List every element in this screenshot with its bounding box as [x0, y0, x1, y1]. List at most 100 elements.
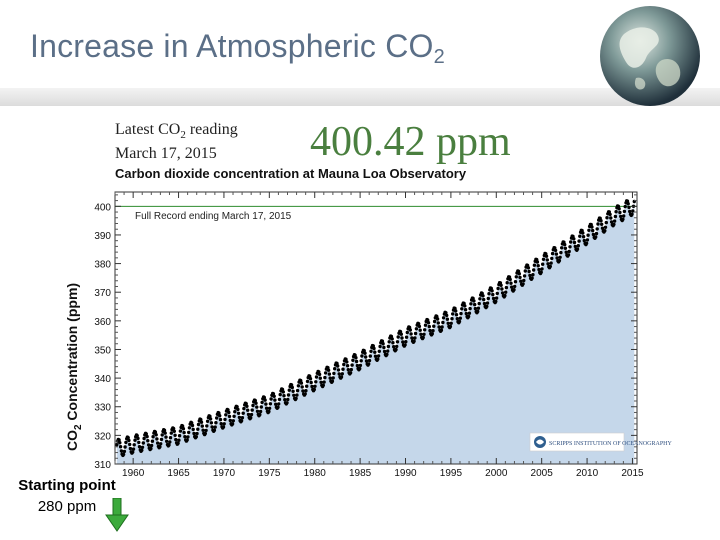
x-tick-label: 1975 — [258, 468, 281, 479]
data-point — [283, 398, 287, 402]
data-point — [269, 397, 273, 401]
data-point — [231, 419, 235, 423]
data-point — [223, 417, 227, 422]
data-point — [599, 219, 603, 223]
data-point — [396, 335, 400, 339]
data-point — [373, 354, 378, 358]
data-point — [623, 204, 627, 209]
data-point — [227, 414, 232, 419]
data-point — [273, 398, 277, 402]
data-point — [278, 392, 282, 397]
data-point — [224, 413, 228, 417]
data-point — [314, 380, 318, 384]
data-point — [218, 417, 223, 422]
data-point — [331, 376, 335, 380]
data-point — [155, 437, 159, 441]
data-point — [299, 381, 304, 385]
data-point — [205, 424, 209, 428]
data-point — [494, 299, 498, 304]
data-point — [195, 431, 199, 436]
data-point — [446, 321, 450, 325]
data-point — [277, 402, 281, 406]
data-point — [249, 412, 254, 417]
data-point — [281, 390, 285, 394]
data-point — [594, 235, 598, 239]
data-point — [165, 439, 169, 443]
data-point — [449, 321, 453, 325]
data-point — [355, 363, 360, 368]
data-point — [341, 367, 345, 371]
y-tick-label: 360 — [94, 317, 111, 328]
data-point — [359, 359, 363, 363]
data-point — [322, 380, 326, 384]
data-point — [249, 416, 253, 420]
data-point — [310, 384, 314, 389]
data-point — [563, 246, 568, 250]
down-arrow-icon — [105, 498, 129, 532]
data-point — [504, 290, 508, 294]
data-point — [328, 376, 332, 380]
data-point — [582, 238, 586, 243]
data-point — [386, 349, 390, 353]
data-point — [339, 375, 344, 379]
data-point — [491, 292, 495, 297]
data-point — [140, 445, 145, 449]
data-point — [217, 411, 221, 415]
data-point — [127, 438, 131, 443]
data-point — [305, 379, 310, 384]
data-point — [432, 324, 436, 328]
data-point — [291, 389, 295, 393]
data-point — [176, 441, 180, 445]
data-point — [182, 430, 186, 435]
data-point — [509, 281, 513, 285]
data-point — [522, 278, 526, 283]
data-point — [354, 359, 359, 364]
data-point — [513, 284, 517, 289]
data-point — [627, 205, 631, 210]
data-point — [336, 368, 341, 372]
data-point — [566, 253, 571, 257]
data-point — [591, 232, 596, 237]
data-point — [221, 425, 226, 429]
data-point — [545, 258, 549, 262]
data-point — [304, 389, 308, 393]
data-point — [292, 393, 296, 397]
data-point — [159, 442, 163, 446]
data-point — [469, 302, 473, 306]
y-tick-label: 350 — [94, 345, 111, 356]
data-point — [512, 288, 516, 292]
data-point — [404, 335, 409, 339]
data-point — [600, 226, 605, 230]
data-point — [413, 336, 417, 340]
data-point — [128, 442, 132, 447]
data-point — [404, 340, 408, 344]
data-point — [236, 407, 240, 412]
data-point — [421, 335, 425, 340]
data-point — [500, 291, 505, 295]
data-point — [581, 235, 586, 239]
data-point — [146, 439, 150, 443]
data-point — [476, 309, 480, 314]
data-point — [183, 435, 187, 439]
data-point — [414, 327, 419, 331]
data-point — [162, 428, 167, 432]
plot-area: 310 320 330 340 350 360 370 380 390 400 1960 1965 19… — [94, 191, 644, 479]
data-point — [300, 385, 304, 389]
data-point — [233, 410, 237, 414]
data-point — [557, 258, 562, 263]
data-point — [454, 309, 458, 313]
data-point — [199, 420, 204, 424]
data-point — [466, 314, 471, 319]
data-point — [494, 296, 499, 300]
x-tick-label: 2010 — [576, 468, 599, 479]
data-point — [286, 393, 291, 397]
data-point — [503, 293, 507, 298]
data-point — [417, 322, 421, 326]
data-point — [550, 251, 555, 256]
globe-icon — [600, 6, 700, 106]
data-point — [564, 250, 568, 254]
data-point — [473, 306, 478, 311]
data-point — [586, 233, 590, 237]
data-point — [219, 422, 223, 426]
data-point — [313, 384, 317, 388]
